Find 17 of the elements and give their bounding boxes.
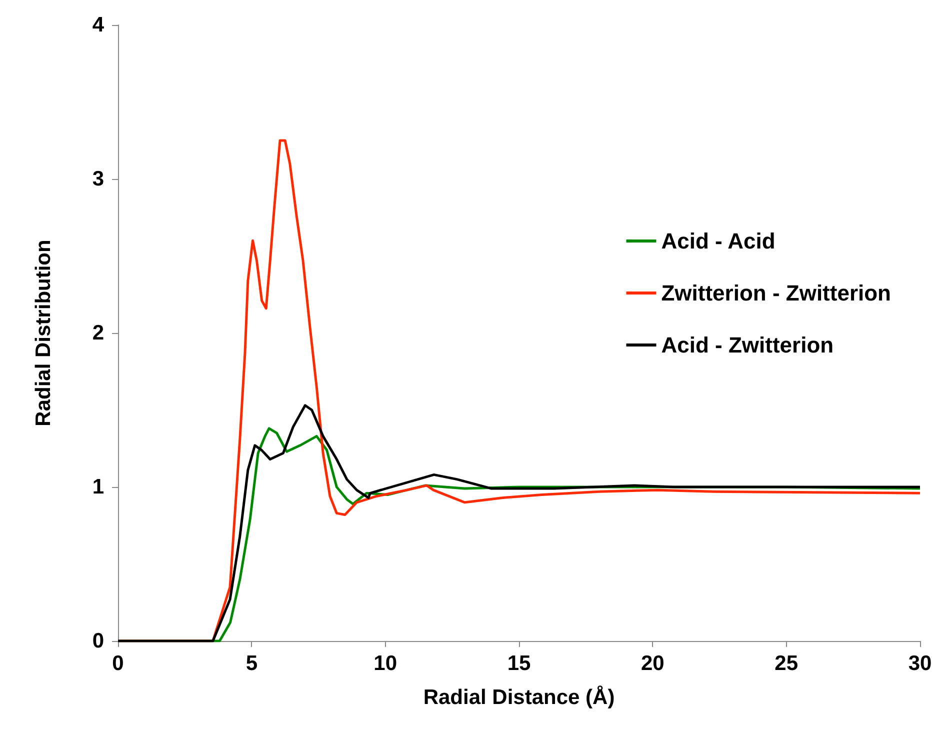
x-tick-label: 5: [246, 652, 258, 675]
x-tick-label: 0: [112, 652, 124, 675]
y-tick-label: 0: [92, 630, 104, 652]
y-tick-label: 1: [92, 476, 104, 498]
legend-label: Acid - Zwitterion: [661, 332, 834, 358]
y-tick-label: 4: [92, 14, 104, 36]
x-tick-label: 10: [374, 652, 398, 675]
x-tick-label: 30: [908, 652, 932, 675]
x-axis-title: Radial Distance (Å): [423, 685, 615, 709]
x-tick-label: 15: [507, 652, 531, 675]
x-tick-label: 25: [774, 652, 798, 675]
y-tick-label: 2: [92, 322, 104, 344]
y-tick-label: 3: [92, 168, 104, 190]
x-tick-label: 20: [640, 652, 664, 675]
y-axis-title: Radial Distribution: [32, 240, 55, 426]
legend-label: Zwitterion - Zwitterion: [661, 280, 892, 306]
legend-label: Acid - Acid: [661, 228, 776, 254]
